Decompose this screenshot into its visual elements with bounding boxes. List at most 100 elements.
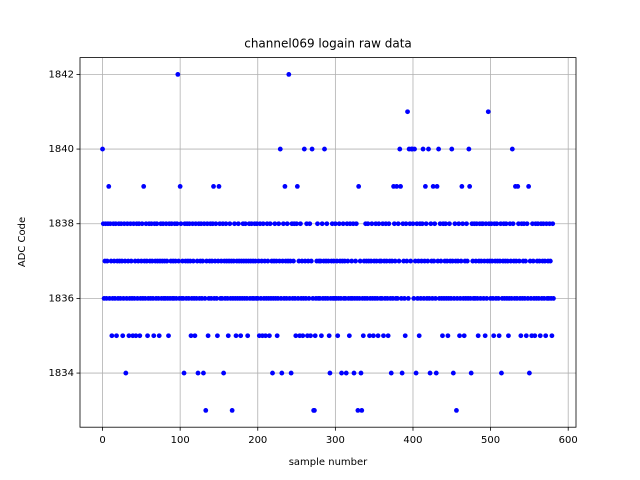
point: [550, 221, 556, 227]
point: [126, 333, 132, 339]
point: [229, 408, 235, 413]
point: [466, 146, 472, 152]
point: [232, 221, 237, 227]
point: [428, 221, 434, 227]
point: [211, 184, 216, 189]
point: [315, 221, 320, 227]
point: [324, 221, 330, 227]
point: [388, 370, 394, 376]
point: [294, 184, 300, 189]
point: [301, 146, 307, 152]
point: [369, 221, 375, 227]
point: [547, 258, 553, 264]
point: [459, 184, 465, 189]
y-tick-label: 1834: [49, 368, 74, 379]
y-tick-label: 1836: [49, 293, 74, 304]
point: [104, 258, 110, 264]
point: [484, 296, 490, 301]
point: [461, 333, 467, 339]
point: [267, 333, 272, 339]
points: [100, 72, 556, 413]
point: [422, 184, 428, 189]
point: [176, 258, 182, 264]
point: [106, 184, 112, 189]
point: [282, 184, 288, 189]
point: [367, 333, 372, 339]
point: [543, 333, 549, 339]
point: [449, 146, 455, 152]
point: [286, 72, 292, 77]
point: [404, 258, 410, 264]
point: [242, 221, 248, 227]
point: [458, 258, 464, 264]
point: [427, 370, 433, 376]
point: [440, 333, 445, 339]
point: [452, 221, 458, 227]
point: [532, 333, 538, 339]
point: [345, 258, 351, 264]
point: [335, 333, 341, 339]
point: [434, 184, 440, 189]
point: [214, 296, 220, 301]
point: [375, 333, 381, 339]
point: [526, 184, 532, 189]
point: [319, 333, 324, 339]
y-axis-label: ADC Code: [17, 217, 28, 267]
x-tick-label: 600: [559, 435, 578, 446]
point: [475, 333, 481, 339]
point: [277, 146, 283, 152]
point: [423, 221, 429, 227]
point: [308, 333, 313, 339]
point: [454, 408, 459, 413]
point: [391, 221, 397, 227]
point: [359, 408, 365, 413]
point: [506, 333, 511, 339]
point: [416, 333, 422, 339]
point: [308, 258, 314, 264]
plot-frame: [79, 57, 577, 428]
point: [339, 370, 344, 376]
point: [319, 221, 325, 227]
point: [312, 408, 317, 413]
point: [399, 370, 405, 376]
point: [309, 146, 315, 152]
point: [100, 146, 105, 152]
chart-title: channel069 logain raw data: [244, 37, 412, 51]
point: [215, 333, 220, 339]
point: [358, 370, 364, 376]
point: [467, 184, 473, 189]
point: [221, 370, 227, 376]
point: [202, 296, 208, 301]
point: [468, 370, 474, 376]
point: [343, 370, 349, 376]
point: [491, 333, 497, 339]
point: [120, 333, 126, 339]
point: [355, 408, 361, 413]
point: [405, 296, 411, 301]
point: [360, 333, 366, 339]
point: [205, 333, 211, 339]
point: [398, 184, 403, 189]
point: [405, 109, 410, 115]
point: [353, 221, 359, 227]
x-tick-label: 200: [248, 435, 267, 446]
point: [114, 333, 119, 339]
point: [537, 333, 543, 339]
point: [174, 221, 180, 227]
point: [353, 258, 358, 264]
point: [351, 370, 357, 376]
point: [201, 370, 206, 376]
point: [312, 333, 318, 339]
point: [263, 333, 268, 339]
x-tick-label: 100: [171, 435, 190, 446]
point: [128, 258, 134, 264]
point: [549, 333, 555, 339]
point: [227, 221, 233, 227]
point: [433, 296, 438, 301]
point: [431, 258, 437, 264]
point: [402, 333, 408, 339]
point: [436, 146, 441, 152]
point: [510, 221, 516, 227]
point: [356, 184, 362, 189]
